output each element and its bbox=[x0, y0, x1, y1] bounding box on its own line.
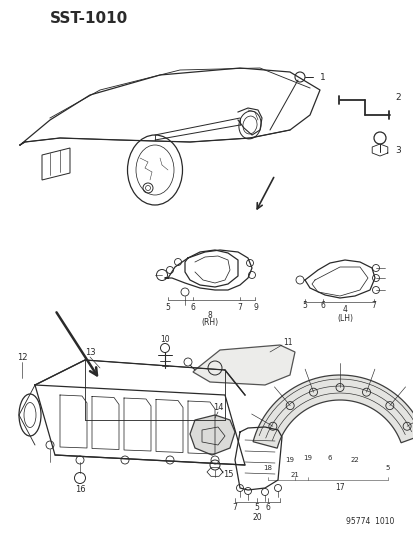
Text: 17: 17 bbox=[335, 483, 344, 492]
Text: 9: 9 bbox=[253, 303, 258, 311]
Text: 1: 1 bbox=[319, 72, 325, 82]
Text: 12: 12 bbox=[17, 353, 27, 362]
Text: 5: 5 bbox=[385, 465, 389, 471]
Text: 3: 3 bbox=[394, 146, 400, 155]
Text: 10: 10 bbox=[160, 335, 169, 344]
Text: (RH): (RH) bbox=[201, 319, 218, 327]
Text: 7: 7 bbox=[370, 301, 375, 310]
Text: 6: 6 bbox=[327, 455, 332, 461]
Text: 95774  1010: 95774 1010 bbox=[345, 518, 393, 527]
Text: 19: 19 bbox=[285, 457, 294, 463]
Text: 22: 22 bbox=[350, 457, 358, 463]
Polygon shape bbox=[190, 415, 235, 455]
Text: 15: 15 bbox=[222, 471, 233, 480]
Text: 8: 8 bbox=[207, 311, 212, 319]
Text: 21: 21 bbox=[290, 472, 299, 478]
Polygon shape bbox=[192, 345, 294, 385]
Text: 14: 14 bbox=[212, 403, 223, 413]
Text: 7: 7 bbox=[237, 303, 242, 311]
Text: 11: 11 bbox=[282, 338, 292, 348]
Text: (LH): (LH) bbox=[336, 314, 352, 324]
Text: 13: 13 bbox=[85, 349, 95, 358]
Text: 6: 6 bbox=[265, 504, 270, 513]
Text: 5: 5 bbox=[254, 504, 259, 513]
Text: 19: 19 bbox=[303, 455, 312, 461]
Text: 5: 5 bbox=[165, 303, 170, 311]
Text: 6: 6 bbox=[320, 301, 325, 310]
Text: 16: 16 bbox=[74, 486, 85, 495]
Polygon shape bbox=[252, 375, 413, 448]
Text: 7: 7 bbox=[232, 504, 237, 513]
Text: 18: 18 bbox=[263, 465, 272, 471]
Text: 2: 2 bbox=[394, 93, 400, 101]
Text: 20: 20 bbox=[252, 513, 261, 522]
Text: 4: 4 bbox=[342, 305, 347, 314]
Text: 5: 5 bbox=[302, 301, 307, 310]
Text: SST-1010: SST-1010 bbox=[50, 11, 128, 26]
Text: 6: 6 bbox=[190, 303, 195, 311]
